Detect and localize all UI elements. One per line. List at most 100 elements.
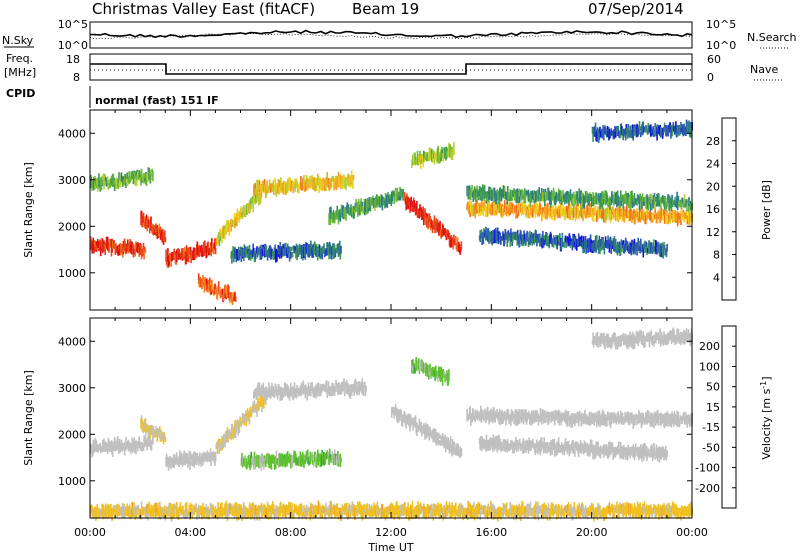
echo-cell <box>105 442 107 453</box>
echo-cell <box>256 506 259 514</box>
echo-cell <box>524 440 527 446</box>
echo-cell <box>544 508 546 517</box>
echo-cell <box>265 460 267 467</box>
echo-cell <box>650 507 653 513</box>
echo-cell <box>256 246 258 254</box>
echo-cell <box>170 507 173 522</box>
echo-cell <box>623 418 626 424</box>
echo-cell <box>527 204 530 218</box>
echo-cell <box>643 197 645 204</box>
echo-cell <box>670 413 672 419</box>
echo-cell <box>424 213 427 225</box>
echo-cell <box>152 438 154 445</box>
echo-cell <box>508 510 510 519</box>
echo-cell <box>347 179 350 187</box>
echo-cell <box>684 506 687 512</box>
echo-cell <box>468 185 471 196</box>
echo-cell <box>486 406 489 420</box>
echo-cell <box>93 240 96 247</box>
echo-cell <box>241 507 243 522</box>
echo-cell <box>614 127 617 138</box>
echo-cell <box>431 429 434 440</box>
echo-cell <box>107 437 110 451</box>
echo-cell <box>336 205 338 217</box>
echo-cell <box>604 336 606 350</box>
freq-label-line2: [MHz] <box>4 66 36 79</box>
echo-cell <box>554 414 556 426</box>
echo-cell <box>468 208 470 214</box>
echo-cell <box>680 202 683 210</box>
echo-cell <box>638 244 640 251</box>
echo-cell <box>294 246 296 254</box>
echo-cell <box>687 511 689 516</box>
echo-cell <box>510 503 512 514</box>
echo-cell <box>507 439 509 445</box>
freq-frame <box>89 53 693 81</box>
echo-cell <box>122 507 125 518</box>
echo-cell <box>143 217 145 228</box>
power-echo-marks <box>90 119 693 305</box>
echo-cell <box>634 416 636 426</box>
echo-cell <box>532 233 534 240</box>
echo-cell <box>584 207 586 214</box>
echo-cell <box>147 507 149 521</box>
echo-cell <box>632 195 634 200</box>
echo-cell <box>114 442 117 452</box>
echo-cell <box>286 389 289 398</box>
echo-cell <box>172 453 175 465</box>
echo-cell <box>416 364 418 371</box>
echo-cell <box>256 508 258 521</box>
echo-cell <box>560 197 563 205</box>
echo-cell <box>118 172 120 184</box>
echo-cell <box>517 189 519 195</box>
echo-cell <box>616 126 618 133</box>
echo-cell <box>653 130 656 137</box>
echo-cell <box>280 250 283 259</box>
echo-cell <box>581 194 584 209</box>
echo-cell <box>629 191 632 205</box>
echo-cell <box>682 198 684 204</box>
echo-cell <box>305 384 307 392</box>
echo-cell <box>143 246 145 260</box>
echo-cell <box>384 198 386 209</box>
echo-cell <box>307 449 309 464</box>
echo-cell <box>599 126 601 133</box>
echo-cell <box>252 199 254 213</box>
echo-cell <box>214 451 217 462</box>
echo-cell <box>175 452 178 464</box>
echo-cell <box>262 181 264 193</box>
echo-cell <box>469 406 471 420</box>
echo-cell <box>564 505 567 512</box>
echo-cell <box>578 503 581 512</box>
echo-cell <box>117 436 119 450</box>
echo-cell <box>451 148 454 161</box>
echo-cell <box>234 292 236 301</box>
echo-cell <box>531 415 534 425</box>
echo-cell <box>571 239 574 251</box>
echo-cell <box>518 409 520 422</box>
echo-cell <box>471 414 473 423</box>
echo-cell <box>143 176 146 182</box>
echo-cell <box>506 440 508 453</box>
echo-cell <box>424 422 427 434</box>
echo-cell <box>513 417 516 423</box>
echo-cell <box>650 197 652 211</box>
echo-cell <box>426 215 428 228</box>
echo-cell <box>311 382 313 392</box>
echo-cell <box>666 335 668 346</box>
echo-cell <box>666 244 668 252</box>
echo-cell <box>138 246 140 257</box>
echo-cell <box>185 501 188 514</box>
echo-cell <box>606 211 609 219</box>
echo-cell <box>579 505 582 514</box>
echo-cell <box>410 196 412 207</box>
echo-cell <box>100 512 103 517</box>
echo-cell <box>466 508 469 520</box>
echo-cell <box>564 409 567 423</box>
echo-cell <box>543 238 545 246</box>
echo-cell <box>258 508 261 521</box>
echo-cell <box>502 208 505 216</box>
